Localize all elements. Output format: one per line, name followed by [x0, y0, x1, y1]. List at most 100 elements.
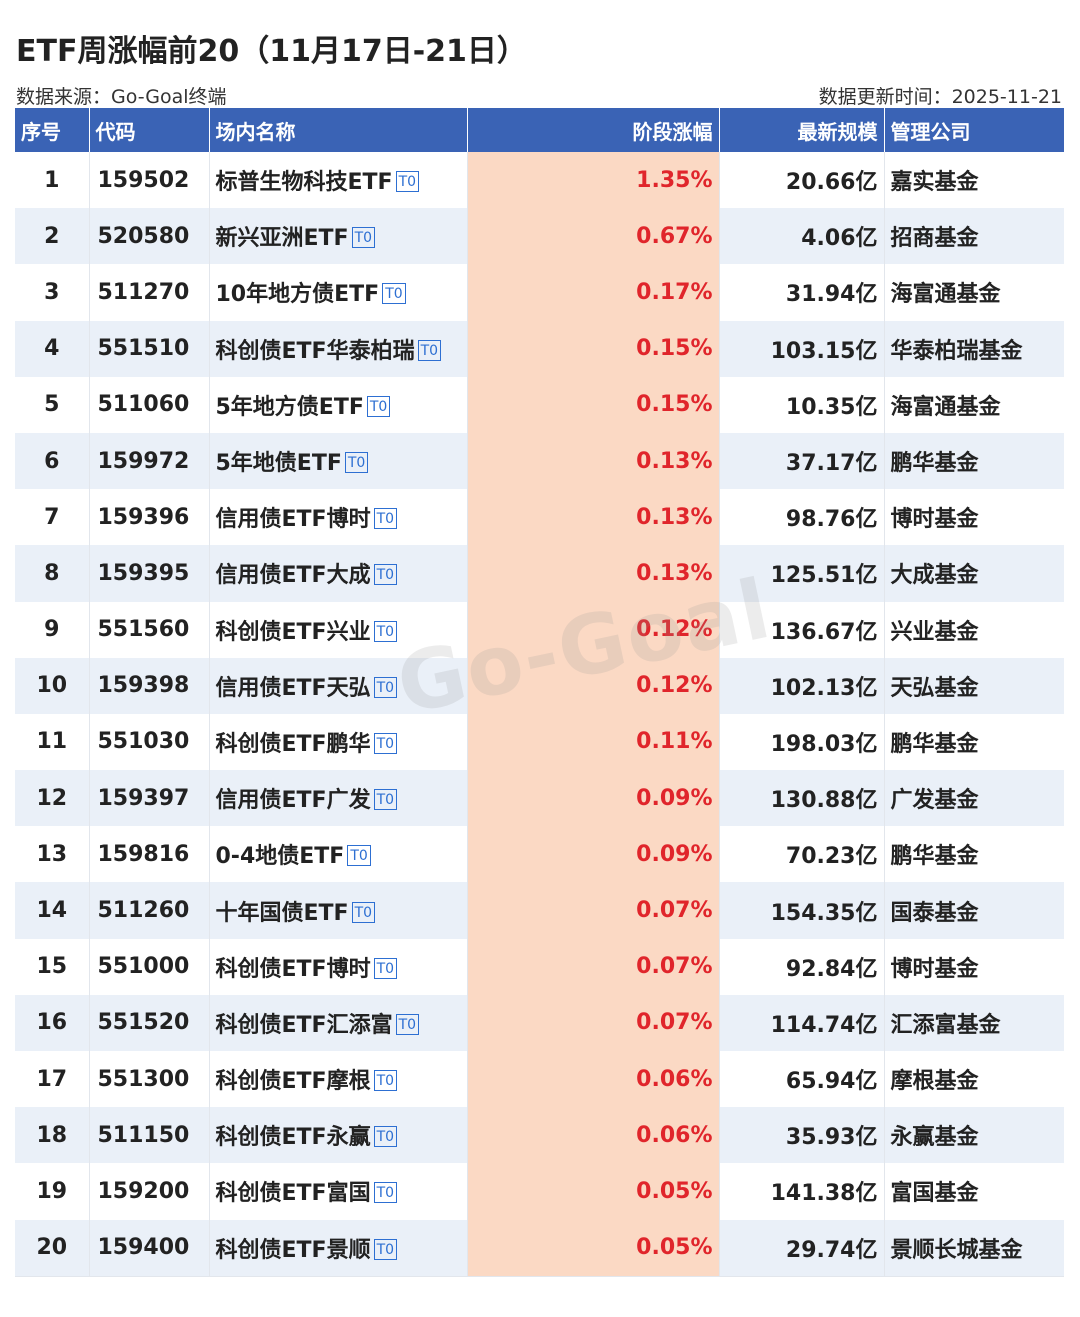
cell-change-text: 0.15% [636, 392, 713, 418]
cell-change-text: 0.13% [636, 560, 713, 586]
cell-rank-text: 8 [44, 560, 60, 586]
table-row[interactable]: 7 159396 信用债ETF博时 T0 0.13% 98.76亿 博时基金 [15, 489, 1064, 546]
cell-manager-text: 国泰基金 [890, 900, 979, 926]
header-scale[interactable]: 最新规模 [719, 108, 885, 152]
cell-rank-text: 9 [44, 617, 60, 643]
cell-code: 551030 [89, 713, 210, 771]
cell-scale: 37.17亿 [719, 432, 885, 490]
table-row[interactable]: 15 551000 科创债ETF博时 T0 0.07% 92.84亿 博时基金 [15, 938, 1064, 995]
table-row[interactable]: 11 551030 科创债ETF鹏华 T0 0.11% 198.03亿 鹏华基金 [15, 713, 1064, 771]
cell-code: 159397 [89, 770, 210, 827]
table-row[interactable]: 9 551560 科创债ETF兴业 T0 0.12% 136.67亿 兴业基金 [15, 601, 1064, 658]
cell-manager: 鹏华基金 [884, 713, 1064, 771]
table-row[interactable]: 19 159200 科创债ETF富国 T0 0.05% 141.38亿 富国基金 [15, 1163, 1064, 1220]
table-row[interactable]: 20 159400 科创债ETF景顺 T0 0.05% 29.74亿 景顺长城基金 [15, 1219, 1064, 1276]
cell-scale: 114.74亿 [719, 994, 885, 1051]
cell-change: 0.06% [467, 1107, 720, 1164]
t0-badge: T0 [417, 339, 442, 361]
t0-badge: T0 [395, 171, 420, 193]
cell-rank: 12 [15, 770, 90, 827]
cell-name: 新兴亚洲ETF T0 [209, 208, 468, 265]
cell-manager-text: 嘉实基金 [890, 170, 979, 196]
cell-change: 0.15% [467, 320, 720, 377]
table-row[interactable]: 4 551510 科创债ETF华泰柏瑞 T0 0.15% 103.15亿 华泰柏瑞基金 [15, 320, 1064, 377]
cell-name-text: 0-4地债ETF [215, 844, 345, 870]
table-row[interactable]: 12 159397 信用债ETF广发 T0 0.09% 130.88亿 广发基金 [15, 770, 1064, 827]
cell-code-text: 551520 [97, 1010, 190, 1036]
cell-code-text: 551030 [97, 729, 190, 755]
cell-rank: 8 [15, 545, 90, 602]
cell-change-text: 0.13% [636, 504, 713, 530]
cell-manager: 嘉实基金 [884, 152, 1064, 209]
cell-rank: 14 [15, 882, 90, 939]
cell-manager-text: 富国基金 [890, 1181, 979, 1207]
cell-rank-text: 12 [36, 785, 68, 811]
cell-change: 0.09% [467, 770, 720, 827]
cell-scale-text: 4.06亿 [801, 226, 878, 252]
cell-rank-text: 10 [36, 673, 68, 699]
cell-rank-text: 5 [44, 392, 60, 418]
table-row[interactable]: 16 551520 科创债ETF汇添富 T0 0.07% 114.74亿 汇添富基金 [15, 994, 1064, 1051]
cell-name: 信用债ETF天弘 T0 [209, 657, 468, 714]
cell-rank-text: 3 [44, 279, 60, 305]
table-row[interactable]: 13 159816 0-4地债ETF T0 0.09% 70.23亿 鹏华基金 [15, 826, 1064, 883]
cell-code-text: 159400 [97, 1235, 190, 1261]
cell-change: 0.13% [467, 432, 720, 490]
table-row[interactable]: 3 511270 10年地方债ETF T0 0.17% 31.94亿 海富通基金 [15, 264, 1064, 321]
cell-code-text: 551560 [97, 617, 190, 643]
t0-badge: T0 [373, 620, 398, 642]
cell-name-text: 信用债ETF广发 [215, 788, 371, 814]
data-source: 数据来源：Go-Goal终端 [16, 86, 227, 108]
cell-name: 0-4地债ETF T0 [209, 826, 468, 883]
cell-name: 信用债ETF博时 T0 [209, 489, 468, 546]
cell-code-text: 159200 [97, 1178, 190, 1204]
cell-name-text: 科创债ETF汇添富 [215, 1012, 393, 1038]
cell-rank-text: 2 [44, 223, 60, 249]
table-row[interactable]: 10 159398 信用债ETF天弘 T0 0.12% 102.13亿 天弘基金 [15, 657, 1064, 714]
cell-manager: 海富通基金 [884, 376, 1064, 433]
cell-manager: 富国基金 [884, 1163, 1064, 1220]
cell-name-text: 信用债ETF大成 [215, 563, 371, 589]
cell-change: 0.07% [467, 882, 720, 939]
cell-change: 0.06% [467, 1051, 720, 1108]
cell-rank: 2 [15, 208, 90, 265]
cell-manager-text: 景顺长城基金 [890, 1237, 1023, 1263]
cell-scale: 10.35亿 [719, 376, 885, 433]
cell-code: 551560 [89, 601, 210, 658]
header-change[interactable]: 阶段涨幅 [467, 108, 720, 152]
cell-rank: 6 [15, 432, 90, 490]
cell-scale-text: 114.74亿 [770, 1012, 878, 1038]
table-row[interactable]: 17 551300 科创债ETF摩根 T0 0.06% 65.94亿 摩根基金 [15, 1051, 1064, 1108]
cell-scale-text: 92.84亿 [785, 956, 878, 982]
table-row[interactable]: 1 159502 标普生物科技ETF T0 1.35% 20.66亿 嘉实基金 [15, 152, 1064, 209]
header-code[interactable]: 代码 [89, 108, 210, 152]
cell-name-text: 科创债ETF鹏华 [215, 731, 371, 757]
cell-change-text: 0.09% [636, 841, 713, 867]
cell-code: 551000 [89, 938, 210, 995]
cell-name: 5年地债ETF T0 [209, 432, 468, 490]
cell-rank-text: 1 [44, 167, 60, 193]
table-row[interactable]: 8 159395 信用债ETF大成 T0 0.13% 125.51亿 大成基金 [15, 545, 1064, 602]
cell-scale-text: 35.93亿 [785, 1125, 878, 1151]
cell-scale: 130.88亿 [719, 770, 885, 827]
table-row[interactable]: 5 511060 5年地方债ETF T0 0.15% 10.35亿 海富通基金 [15, 376, 1064, 433]
table-row[interactable]: 2 520580 新兴亚洲ETF T0 0.67% 4.06亿 招商基金 [15, 208, 1064, 265]
cell-manager: 博时基金 [884, 489, 1064, 546]
cell-change-text: 0.07% [636, 898, 713, 924]
table-row[interactable]: 14 511260 十年国债ETF T0 0.07% 154.35亿 国泰基金 [15, 882, 1064, 939]
cell-name: 科创债ETF博时 T0 [209, 938, 468, 995]
cell-rank: 17 [15, 1051, 90, 1108]
cell-code-text: 511260 [97, 898, 190, 924]
table-row[interactable]: 18 511150 科创债ETF永赢 T0 0.06% 35.93亿 永赢基金 [15, 1107, 1064, 1164]
cell-change: 0.13% [467, 545, 720, 602]
t0-badge: T0 [373, 1182, 398, 1204]
header-manager[interactable]: 管理公司 [884, 108, 1064, 152]
cell-name-text: 标普生物科技ETF [215, 170, 393, 196]
table-row[interactable]: 6 159972 5年地债ETF T0 0.13% 37.17亿 鹏华基金 [15, 432, 1064, 490]
cell-rank: 10 [15, 657, 90, 714]
header-name[interactable]: 场内名称 [209, 108, 468, 152]
table-body: 1 159502 标普生物科技ETF T0 1.35% 20.66亿 嘉实基金 2 520580… [15, 152, 1064, 1276]
cell-rank-text: 13 [36, 841, 68, 867]
cell-code: 520580 [89, 208, 210, 265]
header-rank[interactable]: 序号 [15, 108, 90, 152]
